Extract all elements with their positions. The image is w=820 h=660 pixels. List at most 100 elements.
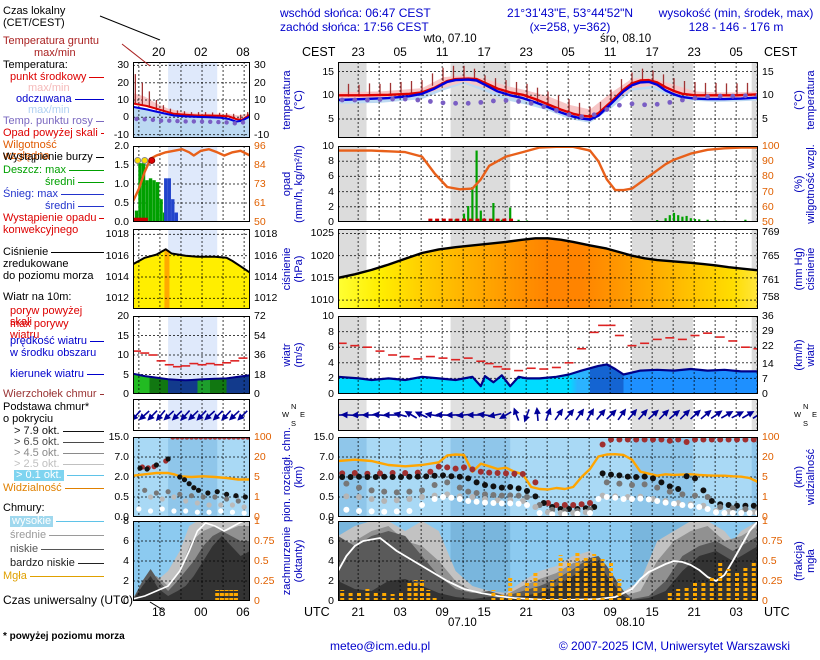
axis-tick-right: 1 <box>254 491 260 503</box>
axis-tick-left: 15 <box>117 329 129 342</box>
mini-hour-label-utc: 06 <box>236 605 250 619</box>
legend-item-label: Chmury: <box>3 502 45 514</box>
axis-tick-right: 20 <box>254 451 266 463</box>
axis-tick-left: 2.0 <box>114 140 129 152</box>
email-link[interactable]: meteo@icm.edu.pl <box>330 639 431 653</box>
legend-leader-line <box>66 475 104 476</box>
utc-label-left: UTC <box>304 605 330 619</box>
axis-tick-right: 0.25 <box>254 575 275 587</box>
legend-item: max porywy wiatru <box>10 319 104 341</box>
legend-item: (CET/CEST) <box>3 18 103 29</box>
axis-tick-right: 84 <box>254 159 266 171</box>
legend-item: Chmury: <box>3 503 103 514</box>
precip-panel-main <box>338 146 758 222</box>
axis-tick-right: 18 <box>254 368 266 381</box>
footnote-label: * powyżej poziomu morza <box>3 631 125 642</box>
date-label-top: śro, 08.10 <box>600 33 652 45</box>
legend-item-label: średnie <box>10 529 47 541</box>
axis-tick-left: 10 <box>117 94 129 106</box>
legend-item-label: > 6.5 okt. <box>14 436 60 448</box>
axis-tick-right: 1016 <box>254 249 278 262</box>
legend-item-label: > 4.5 okt. <box>14 447 60 459</box>
axis-tick-left: 2 <box>123 575 129 587</box>
hour-label-utc: 21 <box>519 605 533 619</box>
axis-tick-left: 2 <box>328 372 334 385</box>
axis-tick-right: 7 <box>762 372 768 385</box>
axis-title-left: opad (mm/h, kg/m²/h) <box>281 145 305 223</box>
legend-item-label: zredukowane <box>3 258 69 270</box>
axis-tick-right: 20 <box>254 76 266 89</box>
legend-item-label: Czas lokalny <box>3 5 66 17</box>
axis-tick-left: 4 <box>328 356 334 369</box>
legend-item-label: Widzialność <box>3 482 62 494</box>
mini-hour-label-local: 20 <box>152 45 166 59</box>
axis-tick-right: 10 <box>254 94 266 106</box>
hour-label-cest: 23 <box>351 45 365 59</box>
date-label-top: wto, 07.10 <box>423 33 477 45</box>
axis-tick-right: 80 <box>762 170 774 183</box>
legend-item: Czas lokalny <box>3 6 103 17</box>
axis-title-left: temperatura (°C) <box>281 70 305 130</box>
cest-label-left: CEST <box>302 45 336 59</box>
compass-letter: S <box>291 419 297 428</box>
compass-letter: E <box>300 410 306 419</box>
hour-label-utc: 15 <box>645 605 659 619</box>
axis-title-right: (km/h) wiatr <box>793 339 817 371</box>
axis-tick-right: 60 <box>762 200 774 213</box>
hour-label-utc: 03 <box>729 605 743 619</box>
axis-tick-right: 758 <box>762 291 780 304</box>
mini-hour-label-local: 02 <box>194 45 208 59</box>
mini-hour-label-local: 08 <box>236 45 250 59</box>
axis-title-left: zachmurzenie (oktanty) <box>281 526 305 596</box>
axis-tick-left: 10 <box>322 310 334 322</box>
legend-leader-line <box>64 488 104 489</box>
compass-letter: E <box>812 410 818 419</box>
axis-tick-left: 1.0 <box>114 178 129 190</box>
sunrise-label: wschód słońca: 06:47 CEST <box>280 6 431 20</box>
axis-tick-left: 5 <box>123 368 129 381</box>
legend-item: do poziomu morza <box>3 271 103 282</box>
compass-letter: N <box>803 402 809 411</box>
legend-item: Opad powyżej skali <box>3 128 104 139</box>
axis-tick-left: 2.0 <box>114 471 129 483</box>
legend-item-label: Temp. punktu rosy <box>3 115 93 127</box>
legend-leader-line <box>62 442 104 443</box>
altitude-values: 128 - 146 - 176 m <box>688 20 784 34</box>
axis-title-right: (mm Hg) ciśnienie <box>793 247 817 291</box>
hour-label-cest: 05 <box>393 45 407 59</box>
legend-item-label: Temperatura gruntu <box>3 35 99 47</box>
hour-label-cest: 17 <box>477 45 491 59</box>
axis-tick-right: 70 <box>762 185 774 198</box>
axis-tick-right: 14 <box>762 357 774 370</box>
axis-tick-right: 100 <box>254 431 272 443</box>
legend-leader-line <box>100 133 104 134</box>
legend-leader-line <box>95 157 104 158</box>
legend-item: średni <box>45 177 104 188</box>
axis-tick-left: 10 <box>322 89 334 102</box>
axis-tick-right: 100 <box>762 431 780 443</box>
legend-item: > 6.5 okt. <box>14 437 104 448</box>
legend-item: > 0.1 okt. <box>14 470 104 481</box>
axis-tick-right: 96 <box>254 140 266 152</box>
axis-tick-left: 1.5 <box>114 159 129 171</box>
axis-tick-left: 6 <box>328 535 334 547</box>
legend-item: Wilgotność względna <box>3 140 104 162</box>
axis-tick-left: 2 <box>328 575 334 587</box>
legend-item: > 7.9 okt. <box>14 426 104 437</box>
legend-item-label: Deszcz: max <box>3 164 66 176</box>
axis-tick-right: -10 <box>254 128 270 141</box>
coordinates-label: 21°31'43"E, 53°44'52"N <box>506 6 634 20</box>
cest-label-right: CEST <box>764 45 798 59</box>
date-label-bottom: 08.10 <box>616 617 645 629</box>
axis-tick-left: 0 <box>123 388 129 400</box>
legend-item-label: o pokryciu <box>3 413 54 425</box>
axis-tick-left: 20 <box>117 76 129 89</box>
legend-item: Widzialność <box>3 483 104 494</box>
legend-item-label: max/min <box>28 104 70 116</box>
axis-tick-left: 0.5 <box>114 491 129 503</box>
legend-item: w środku obszaru <box>10 348 104 359</box>
legend-leader-line <box>49 535 104 536</box>
legend-item-label: poryw powyżej skali <box>10 305 83 328</box>
